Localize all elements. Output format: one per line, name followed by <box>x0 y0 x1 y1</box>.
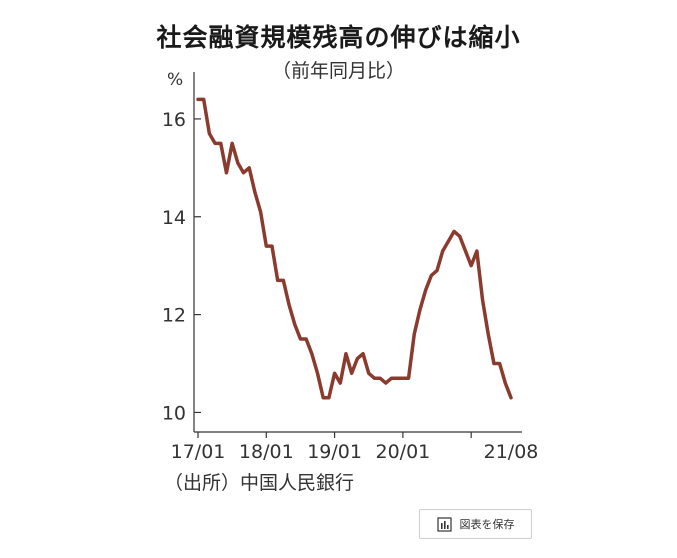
chart-title: 社会融資規模残高の伸びは縮小 <box>156 23 521 52</box>
y-axis-unit-label: % <box>167 70 183 90</box>
x-tick-label: 21/08 <box>484 441 539 463</box>
y-axis: 10 12 14 16 <box>162 109 201 424</box>
x-tick-label: 20/01 <box>375 441 430 463</box>
y-tick-label: 16 <box>162 109 186 131</box>
x-tick-label: 19/01 <box>307 441 362 463</box>
chart-subtitle: （前年同月比） <box>271 60 405 82</box>
save-chart-button[interactable]: 図表を保存 <box>419 509 532 539</box>
x-tick-label: 17/01 <box>171 441 226 463</box>
y-tick-label: 12 <box>162 305 186 327</box>
x-axis: 17/01 18/01 19/01 20/01 21/08 <box>171 432 539 463</box>
series-line <box>196 97 513 400</box>
save-chart-label: 図表を保存 <box>459 518 515 531</box>
y-tick-label: 10 <box>162 402 186 424</box>
bar-chart-icon <box>436 516 452 532</box>
y-tick-label: 14 <box>162 207 186 229</box>
source-note: （出所）中国人民銀行 <box>164 472 355 494</box>
x-tick-label: 18/01 <box>239 441 294 463</box>
